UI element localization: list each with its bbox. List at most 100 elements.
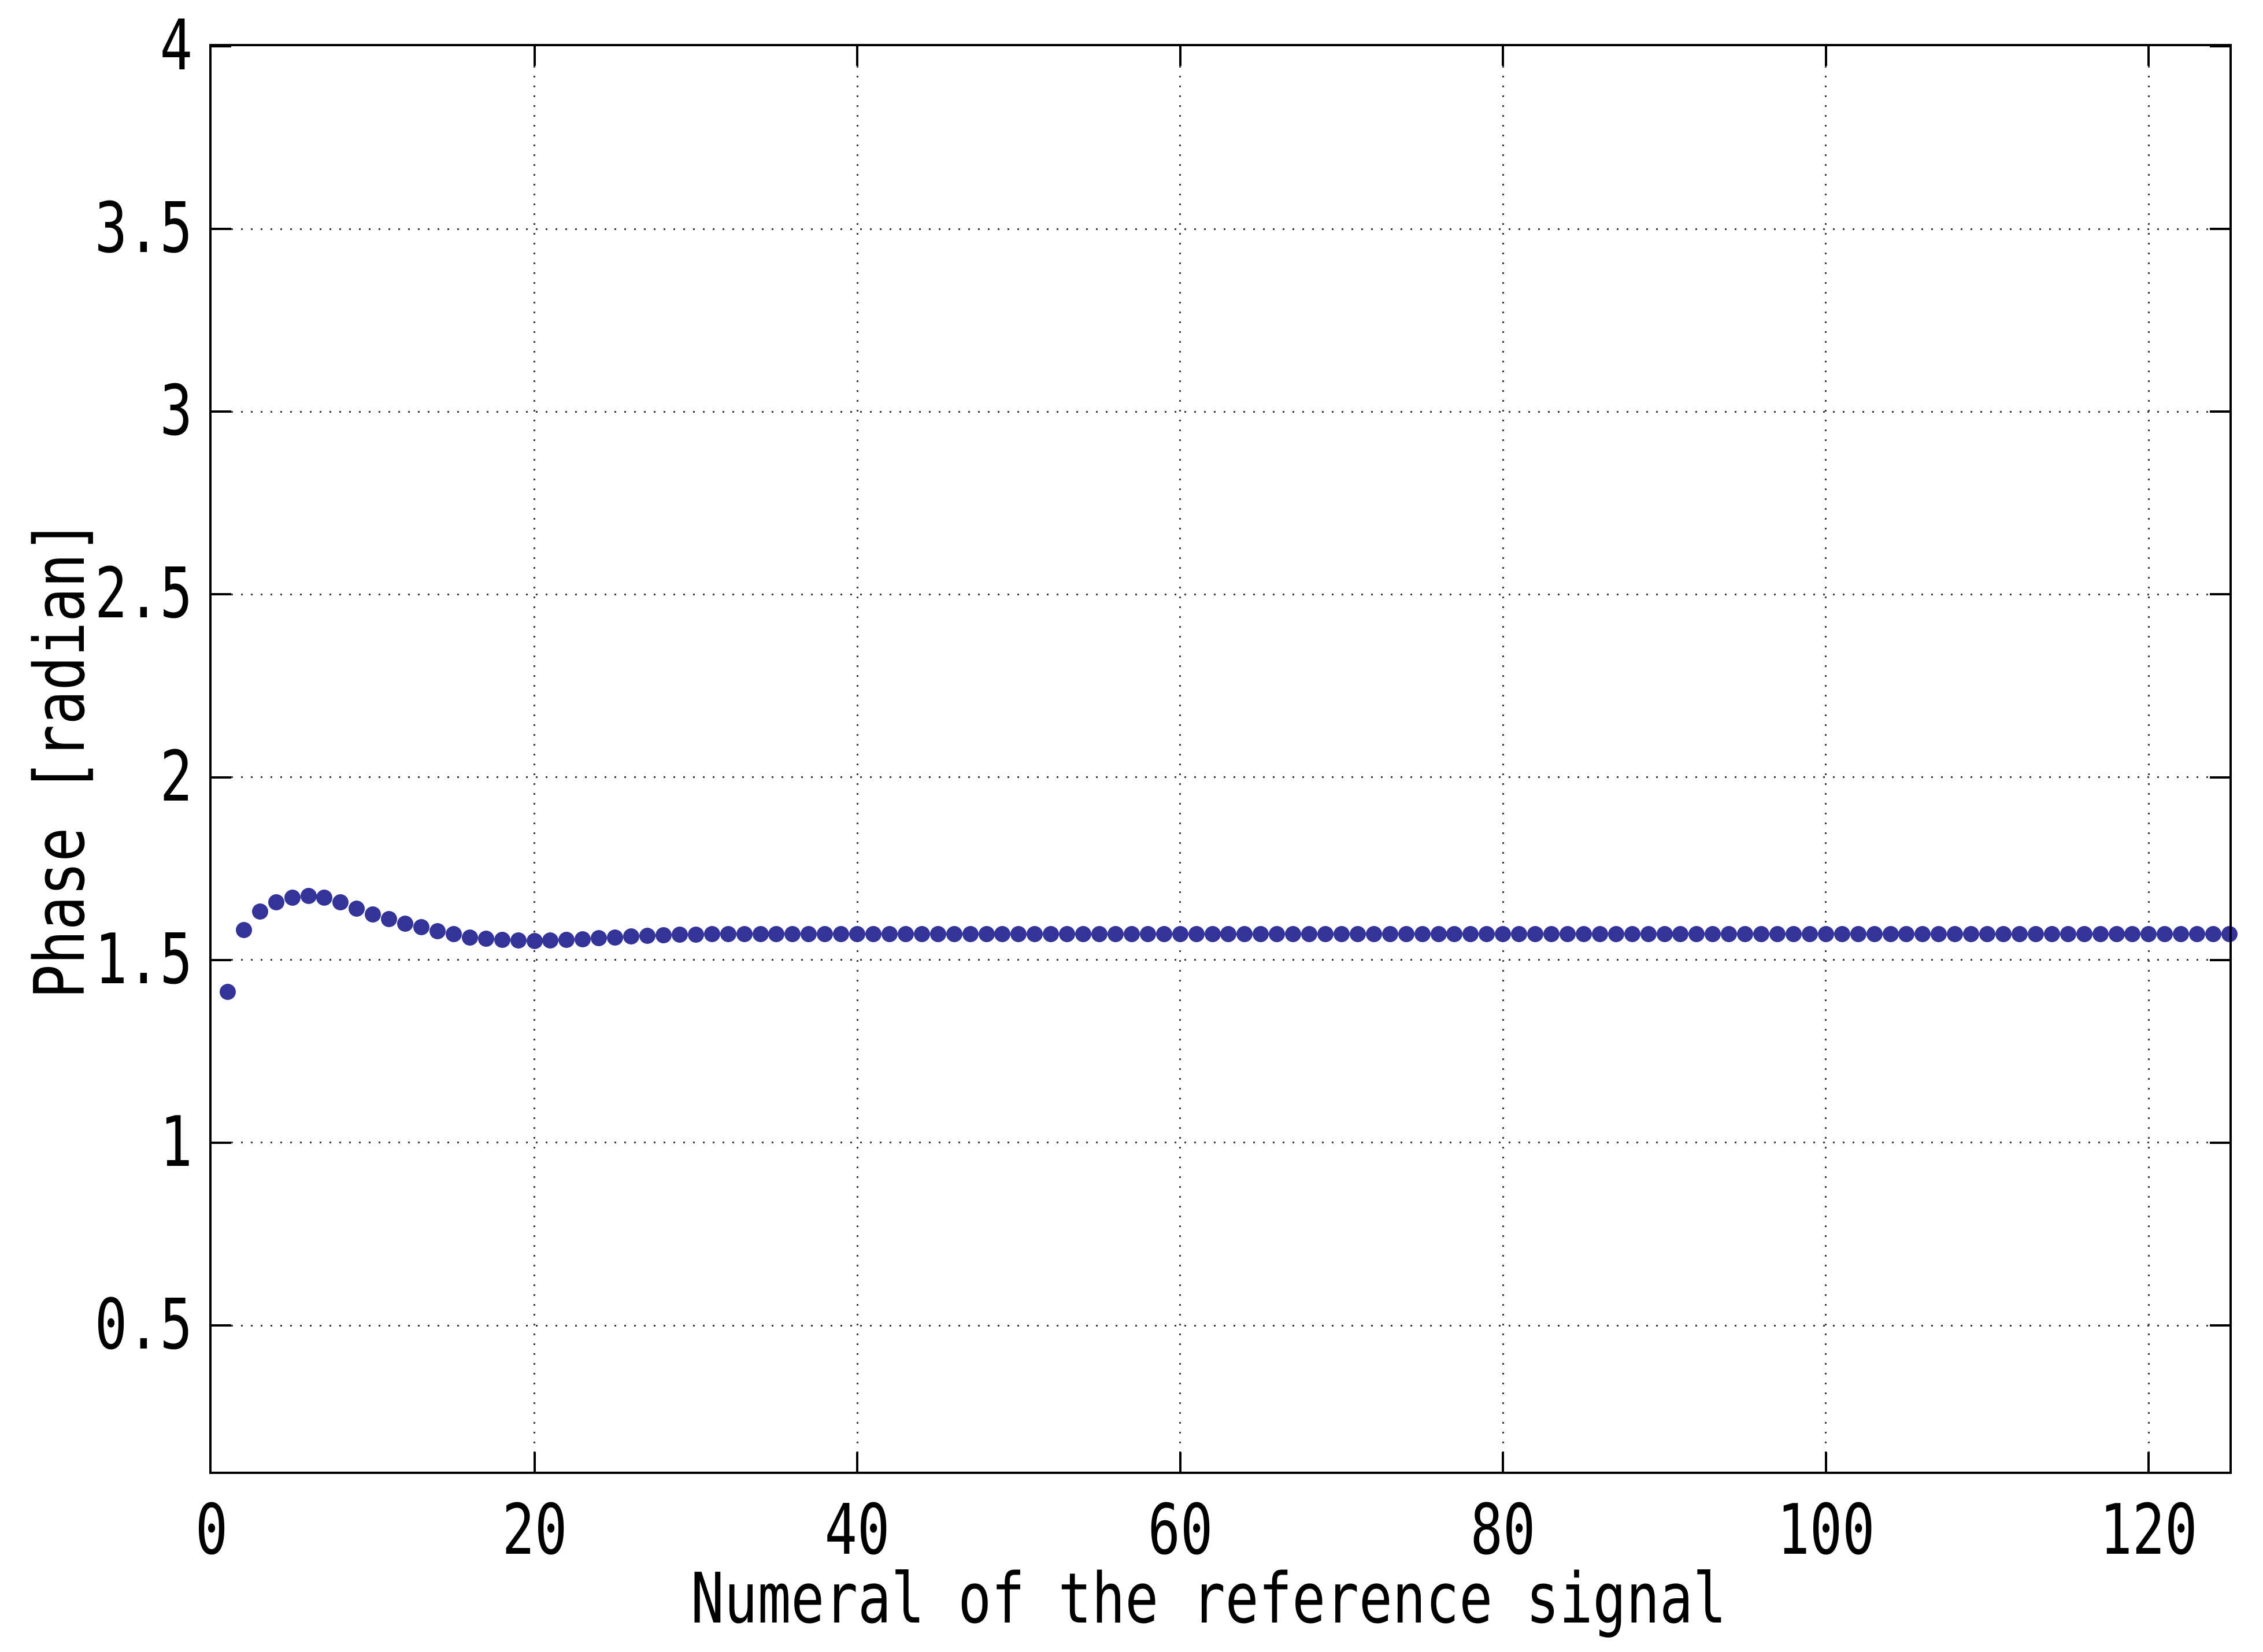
data-point bbox=[1188, 925, 1205, 942]
data-point bbox=[1672, 925, 1689, 942]
y-tick-right bbox=[2210, 45, 2229, 47]
data-point bbox=[897, 925, 914, 942]
x-tick-label: 0 bbox=[195, 1490, 228, 1570]
data-point bbox=[1075, 925, 1092, 942]
data-point bbox=[510, 932, 527, 949]
data-point bbox=[1269, 925, 1286, 942]
x-tick-bottom bbox=[1179, 1452, 1181, 1472]
data-point bbox=[1817, 925, 1834, 942]
y-tick-left bbox=[212, 593, 231, 596]
x-tick-top bbox=[856, 46, 859, 66]
data-point bbox=[1688, 925, 1705, 942]
y-tick-right bbox=[2210, 958, 2229, 961]
data-point bbox=[365, 906, 382, 923]
data-point bbox=[1172, 925, 1188, 942]
data-point bbox=[1575, 925, 1592, 942]
x-tick-top bbox=[2147, 46, 2150, 66]
data-point bbox=[1527, 925, 1544, 942]
y-gridline bbox=[212, 1324, 2229, 1327]
data-point bbox=[349, 900, 365, 917]
data-point bbox=[2124, 925, 2141, 942]
data-point bbox=[1898, 925, 1915, 942]
x-tick-label: 20 bbox=[502, 1490, 567, 1570]
data-point bbox=[1155, 925, 1172, 942]
y-gridline bbox=[212, 776, 2229, 779]
data-point bbox=[623, 928, 640, 945]
y-tick-label: 0.5 bbox=[94, 1285, 192, 1366]
x-tick-bottom bbox=[1502, 1452, 1505, 1472]
data-point bbox=[2108, 925, 2125, 942]
data-point bbox=[2043, 925, 2060, 942]
y-tick-left bbox=[212, 228, 231, 231]
x-tick-label: 80 bbox=[1470, 1490, 1536, 1570]
x-tick-label: 120 bbox=[2099, 1490, 2198, 1570]
data-point bbox=[671, 927, 688, 943]
x-axis-label: Numeral of the reference signal bbox=[691, 1559, 1727, 1639]
y-tick-label: 4 bbox=[160, 6, 192, 86]
data-point bbox=[962, 925, 979, 942]
data-point bbox=[1333, 925, 1350, 942]
y-tick-right bbox=[2210, 228, 2229, 231]
y-gridline bbox=[212, 410, 2229, 413]
data-point bbox=[720, 925, 736, 942]
data-point bbox=[1624, 925, 1640, 942]
y-tick-right bbox=[2210, 1324, 2229, 1327]
y-gridline bbox=[212, 593, 2229, 595]
data-point bbox=[1301, 925, 1318, 942]
data-point bbox=[542, 932, 559, 949]
data-point bbox=[1543, 925, 1560, 942]
data-point bbox=[1850, 925, 1866, 942]
data-point bbox=[381, 910, 398, 927]
y-gridline bbox=[212, 1142, 2229, 1144]
data-point bbox=[2221, 925, 2238, 942]
x-tick-bottom bbox=[2147, 1452, 2150, 1472]
y-gridline bbox=[212, 228, 2229, 230]
data-point bbox=[639, 928, 656, 944]
x-gridline bbox=[1825, 46, 1827, 1472]
data-point bbox=[235, 921, 252, 938]
y-tick-right bbox=[2210, 593, 2229, 596]
data-point bbox=[2027, 925, 2044, 942]
axes-frame bbox=[209, 44, 2232, 1474]
data-point bbox=[1495, 925, 1512, 942]
x-tick-label: 60 bbox=[1147, 1490, 1213, 1570]
x-gridline bbox=[856, 46, 858, 1472]
data-point bbox=[817, 925, 834, 942]
data-point bbox=[2011, 925, 2028, 942]
data-point bbox=[2157, 925, 2173, 942]
data-point bbox=[2076, 925, 2092, 942]
data-point bbox=[251, 903, 268, 920]
data-point bbox=[219, 984, 236, 1001]
data-point bbox=[1834, 925, 1850, 942]
data-point bbox=[1608, 925, 1624, 942]
data-point bbox=[1253, 925, 1269, 942]
data-point bbox=[1317, 925, 1334, 942]
x-tick-label: 100 bbox=[1777, 1490, 1875, 1570]
y-tick-label: 1 bbox=[160, 1102, 192, 1183]
y-tick-label: 3.5 bbox=[94, 188, 192, 269]
data-point bbox=[1737, 925, 1754, 942]
data-point bbox=[1979, 925, 1996, 942]
data-point bbox=[2140, 925, 2157, 942]
data-point bbox=[477, 931, 494, 947]
data-point bbox=[1656, 925, 1673, 942]
data-point bbox=[1769, 925, 1786, 942]
data-point bbox=[1882, 925, 1899, 942]
y-tick-label: 1.5 bbox=[94, 919, 192, 1000]
data-point bbox=[1705, 925, 1721, 942]
data-point bbox=[768, 925, 785, 942]
data-point bbox=[2205, 925, 2222, 942]
data-point bbox=[526, 932, 543, 949]
data-point bbox=[1365, 925, 1382, 942]
data-point bbox=[2173, 925, 2190, 942]
data-point bbox=[445, 925, 462, 942]
x-tick-top bbox=[1824, 46, 1827, 66]
data-point bbox=[687, 926, 704, 943]
data-point bbox=[1398, 925, 1414, 942]
data-point bbox=[332, 894, 349, 911]
data-point bbox=[268, 894, 284, 910]
data-point bbox=[703, 925, 720, 942]
data-point bbox=[413, 919, 430, 936]
data-point bbox=[1027, 925, 1043, 942]
